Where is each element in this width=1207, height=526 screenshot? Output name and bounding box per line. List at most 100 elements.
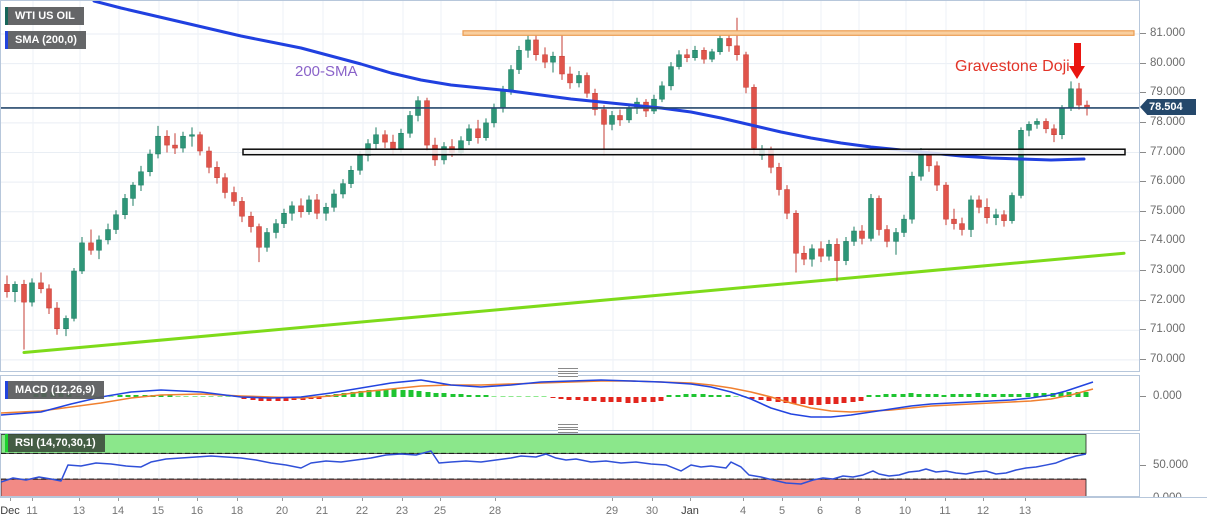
- candle-body: [1034, 121, 1040, 125]
- price-tick-label: 70.000: [1150, 352, 1186, 365]
- rsi-legend[interactable]: RSI (14,70,30,1): [5, 434, 105, 452]
- macd-histogram-bar: [283, 397, 289, 401]
- price-axis[interactable]: 81.000 80.000 79.000 78.000 77.000 76.000 75.0…: [1140, 0, 1207, 504]
- macd-histogram-bar: [358, 391, 364, 397]
- candle-body: [348, 170, 354, 184]
- symbol-legend[interactable]: WTI US OIL: [5, 7, 84, 25]
- candle-body: [525, 39, 531, 51]
- price-tick-label: 77.000: [1150, 145, 1186, 158]
- price-tick-label: 74.000: [1150, 234, 1186, 247]
- date-label: 15: [151, 505, 165, 517]
- macd-histogram-bar: [558, 397, 564, 399]
- candle-body: [984, 207, 990, 218]
- sma-accent-bar: [5, 31, 8, 49]
- macd-histogram-bar: [516, 396, 522, 397]
- candle-body: [843, 241, 849, 261]
- sma-annotation-text[interactable]: 200-SMA: [295, 63, 358, 80]
- resistance-line[interactable]: [462, 30, 1135, 36]
- macd-histogram-bar: [108, 396, 114, 397]
- macd-histogram-bar: [675, 395, 681, 397]
- support-line[interactable]: [242, 148, 1126, 156]
- macd-histogram-bar: [158, 395, 164, 397]
- date-tick-mark: [690, 498, 691, 501]
- date-tick-mark: [237, 498, 238, 501]
- gravestone-doji-annotation[interactable]: Gravestone Doji: [955, 58, 1070, 75]
- candle-body: [21, 284, 27, 303]
- macd-histogram-bar: [583, 397, 589, 401]
- macd-legend-label: MACD (12,26,9): [15, 384, 96, 396]
- price-tick-mark: [1140, 151, 1146, 153]
- candle-body: [1051, 128, 1057, 135]
- macd-histogram-bar: [175, 396, 181, 397]
- date-label: 12: [976, 505, 990, 517]
- price-panel[interactable]: [0, 0, 1140, 372]
- candle-body: [214, 167, 220, 178]
- macd-histogram-bar: [608, 397, 614, 402]
- current-price-tag: 78.504: [1140, 98, 1196, 115]
- macd-histogram-bar: [1000, 394, 1006, 397]
- macd-histogram-bar: [133, 395, 139, 397]
- candle-body: [1043, 121, 1049, 130]
- macd-histogram-bar: [491, 396, 497, 397]
- date-label: Jan: [681, 505, 699, 517]
- macd-line: [1, 379, 1094, 418]
- candle-body: [1026, 124, 1032, 131]
- candle-body: [113, 214, 119, 230]
- macd-histogram-bar: [683, 394, 689, 397]
- rsi-panel[interactable]: [0, 433, 1140, 497]
- rsi-chart[interactable]: [1, 434, 1139, 496]
- panel-resize-handle-rsi[interactable]: [558, 424, 578, 433]
- date-label: 10: [898, 505, 912, 517]
- macd-chart[interactable]: [1, 376, 1139, 430]
- macd-histogram-bar: [800, 397, 806, 404]
- macd-histogram-bar: [1008, 394, 1014, 397]
- macd-histogram-bar: [833, 397, 839, 404]
- macd-histogram-bar: [1025, 393, 1031, 397]
- candle-body: [189, 134, 195, 137]
- price-tick-mark: [1140, 92, 1146, 94]
- candle-body: [398, 132, 404, 150]
- candle-body: [273, 223, 279, 233]
- macd-histogram-bar: [625, 397, 631, 403]
- candle-body: [331, 193, 337, 208]
- candle-body: [130, 184, 136, 199]
- candlestick-chart[interactable]: [1, 1, 1139, 371]
- candle-body: [751, 87, 757, 149]
- candle-body: [508, 69, 514, 91]
- candle-body: [909, 175, 915, 220]
- sma-legend[interactable]: SMA (200,0): [5, 31, 86, 49]
- macd-histogram-bar: [666, 395, 672, 397]
- candle-body: [834, 244, 840, 261]
- macd-histogram-bar: [117, 395, 123, 397]
- candle-body: [934, 165, 940, 186]
- rsi-legend-label: RSI (14,70,30,1): [15, 437, 96, 449]
- date-tick-mark: [858, 498, 859, 501]
- candle-body: [968, 199, 974, 230]
- date-axis[interactable]: Dec 11 13 14 15 16 18 20 21 22 23 25 28 29 30 Jan 4 5 6 8 10…: [0, 497, 1207, 526]
- macd-legend[interactable]: MACD (12,26,9): [5, 381, 105, 399]
- rsi-line: [1, 450, 1087, 485]
- panel-resize-handle-macd[interactable]: [558, 368, 578, 377]
- rsi-oversold-band: [1, 478, 1087, 496]
- macd-histogram-bar: [1058, 392, 1064, 397]
- macd-histogram-bar: [641, 397, 647, 402]
- candle-body: [88, 242, 94, 251]
- macd-histogram-bar: [541, 396, 547, 397]
- date-tick-mark: [652, 498, 653, 501]
- macd-accent-bar: [5, 381, 8, 399]
- candle-body: [951, 218, 957, 224]
- date-label: 5: [778, 505, 786, 517]
- candle-body: [617, 115, 623, 121]
- macd-histogram-bar: [433, 393, 439, 397]
- candle-body: [4, 284, 10, 292]
- macd-panel[interactable]: [0, 375, 1140, 431]
- candle-body: [54, 307, 60, 330]
- candle-body: [826, 244, 832, 257]
- candle-body: [684, 54, 690, 58]
- candle-body: [390, 141, 396, 150]
- date-tick-mark: [10, 498, 11, 501]
- candle-body: [809, 248, 815, 260]
- date-label: 16: [190, 505, 204, 517]
- trend-line[interactable]: [22, 251, 1126, 354]
- candle-body: [1009, 195, 1015, 221]
